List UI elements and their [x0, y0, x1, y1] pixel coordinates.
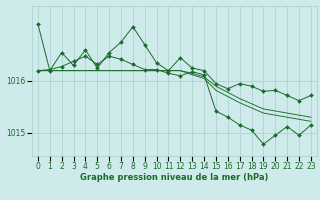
- X-axis label: Graphe pression niveau de la mer (hPa): Graphe pression niveau de la mer (hPa): [80, 173, 268, 182]
